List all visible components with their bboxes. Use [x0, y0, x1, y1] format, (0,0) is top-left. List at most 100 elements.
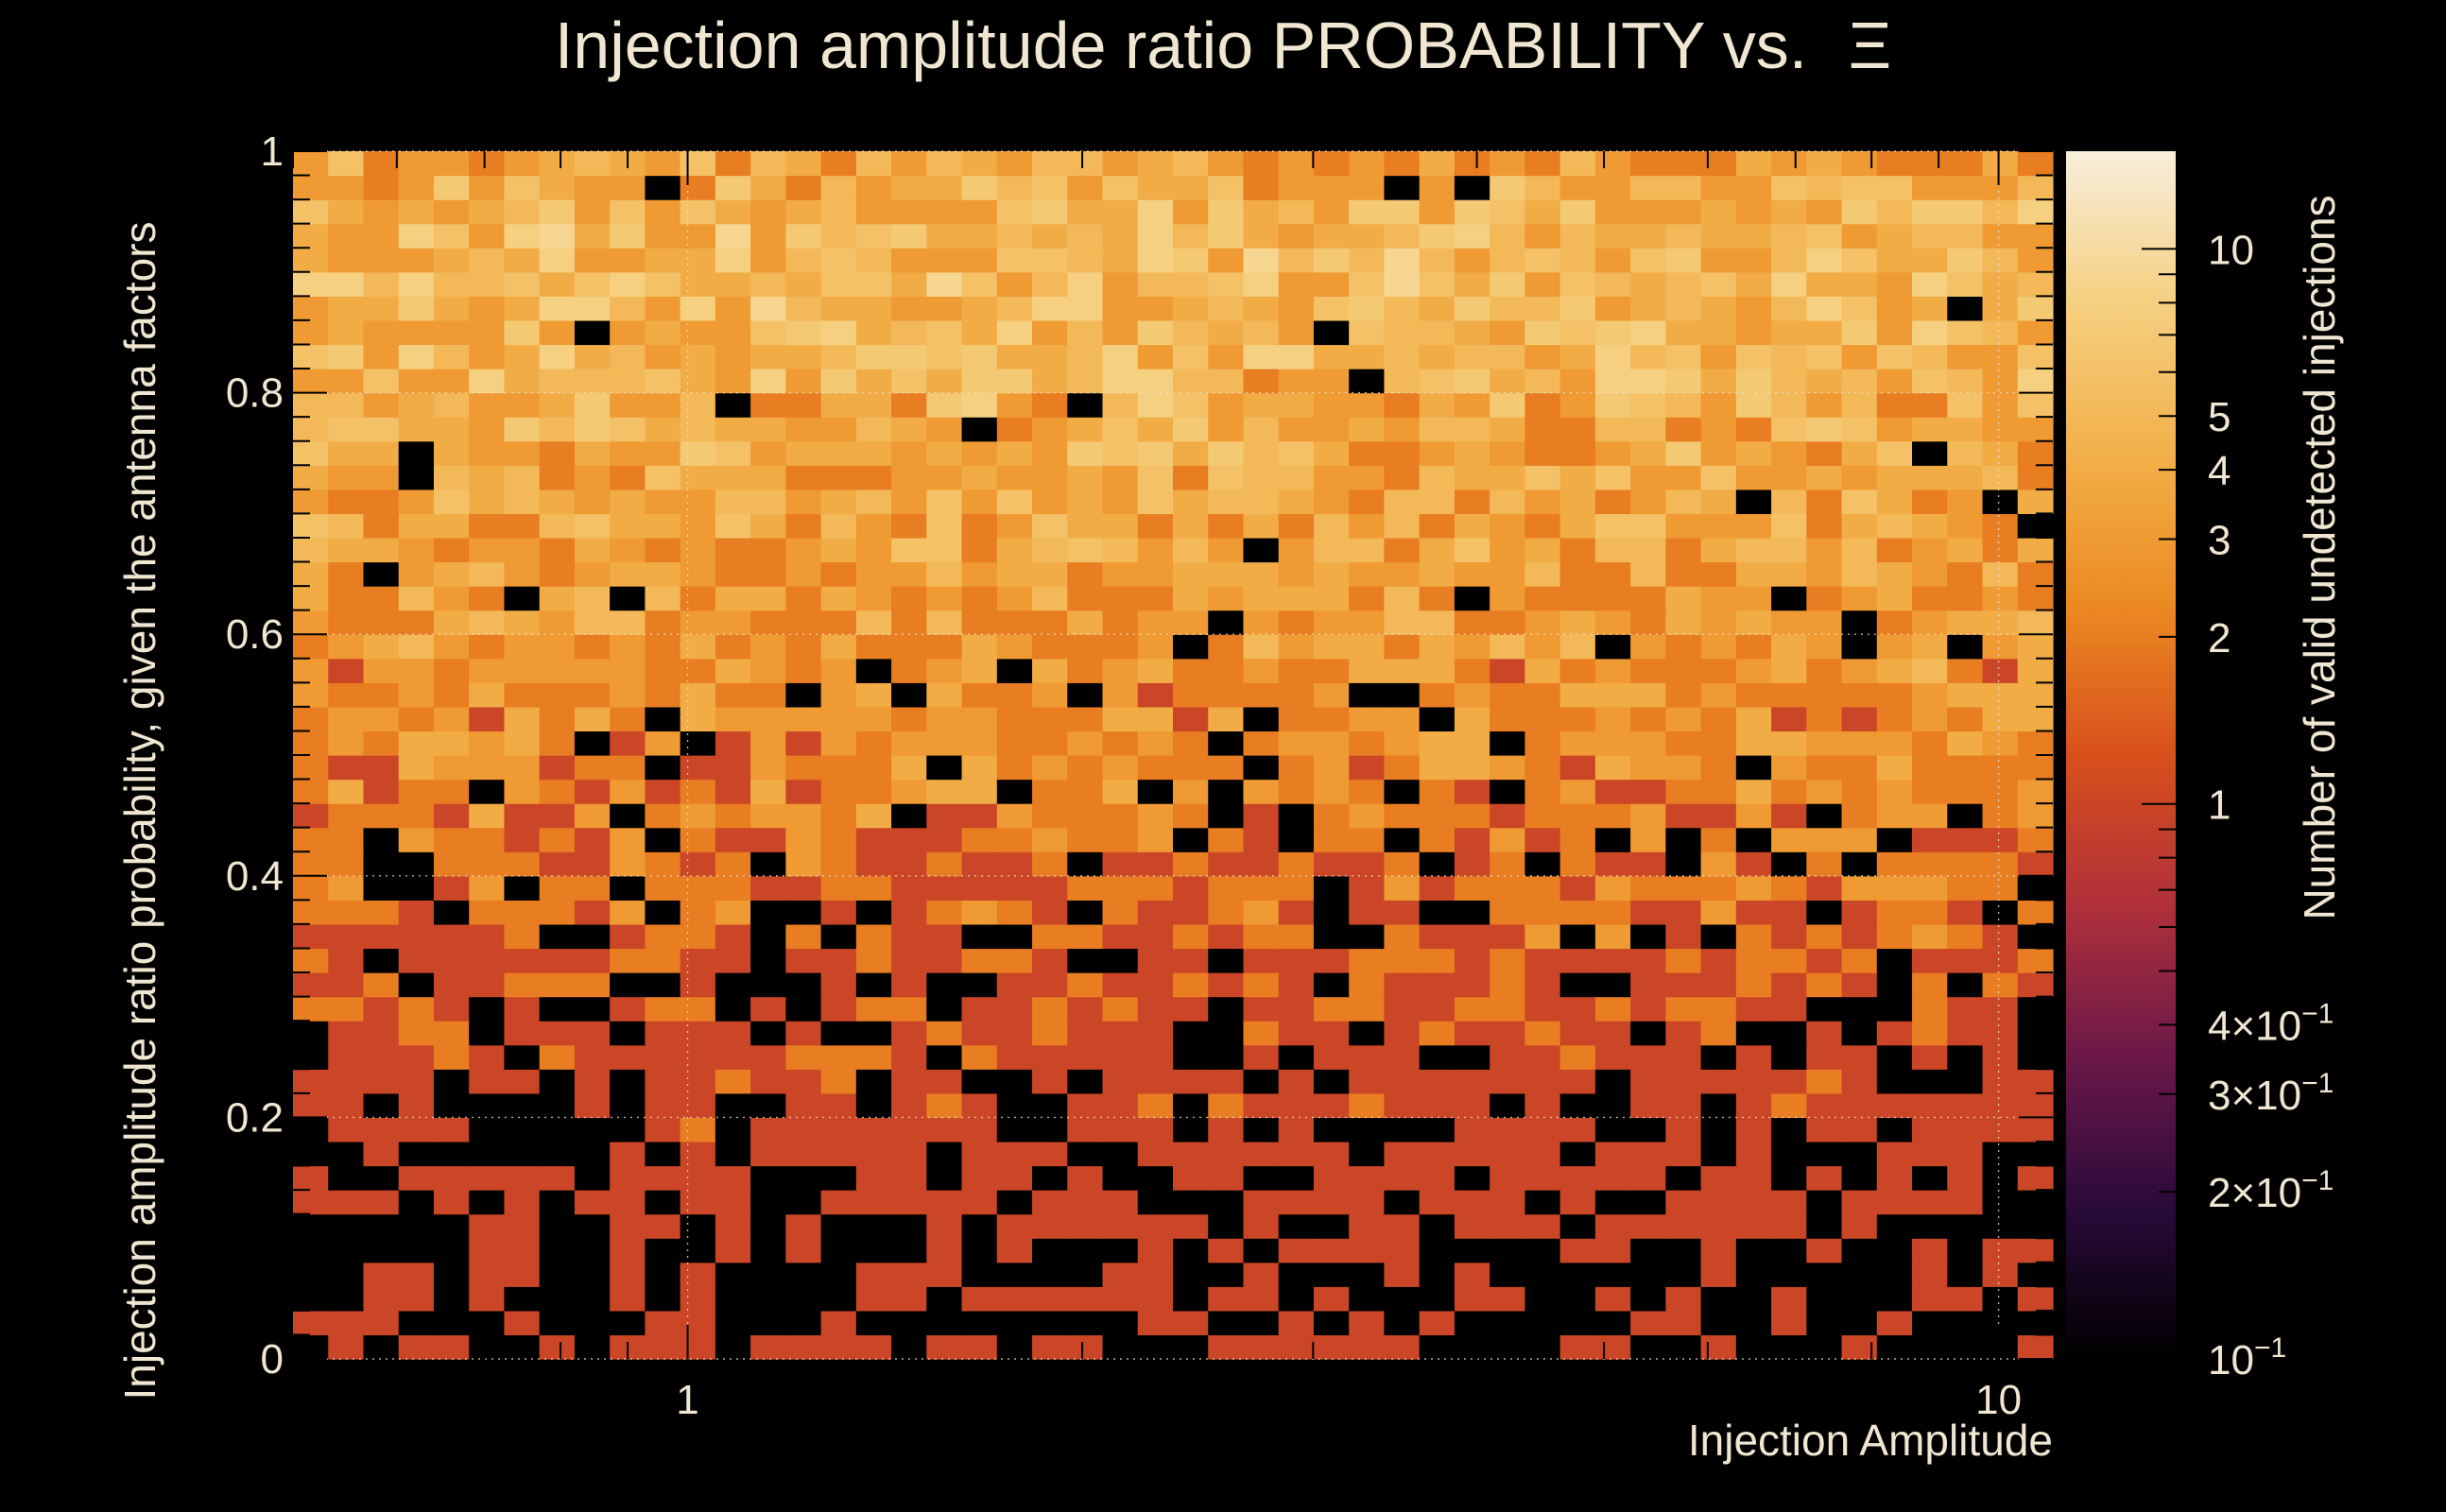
heatmap-cell	[1947, 706, 1984, 732]
heatmap-cell	[715, 948, 751, 973]
heatmap-cell	[680, 1092, 716, 1118]
heatmap-cell	[1067, 392, 1104, 418]
heatmap-cell	[1841, 706, 1878, 732]
heatmap-cell	[891, 248, 927, 273]
heatmap-cell	[363, 1117, 400, 1143]
heatmap-cell	[645, 779, 681, 804]
heatmap-cell	[574, 296, 611, 321]
heatmap-cell	[293, 1092, 329, 1118]
heatmap-cell	[1982, 319, 2019, 346]
heatmap-cell	[891, 1021, 927, 1046]
heatmap-cell	[961, 1310, 998, 1336]
heatmap-cell	[1806, 586, 1843, 611]
heatmap-cell	[1349, 875, 1386, 901]
heatmap-cell	[1771, 1092, 1807, 1118]
heatmap-cell	[610, 923, 646, 950]
heatmap-cell	[1208, 1238, 1245, 1263]
heatmap-cell	[398, 344, 435, 369]
heatmap-cell	[1173, 537, 1209, 563]
heatmap-cell	[504, 634, 541, 660]
heatmap-cell	[2017, 706, 2054, 732]
heatmap-cell	[1137, 851, 1174, 877]
heatmap-cell	[680, 319, 716, 346]
heatmap-cell	[1524, 875, 1561, 901]
heatmap-cell	[398, 248, 435, 273]
heatmap-cell	[715, 803, 751, 829]
heatmap-cell	[2017, 1044, 2054, 1070]
heatmap-cell	[469, 369, 506, 394]
heatmap-cell	[398, 610, 435, 635]
heatmap-cell	[891, 561, 927, 587]
heatmap-cell	[1208, 489, 1245, 514]
heatmap-cell	[433, 610, 470, 635]
heatmap-cell	[1278, 755, 1315, 781]
heatmap-cell	[1384, 658, 1421, 683]
heatmap-cell	[961, 996, 998, 1022]
heatmap-cell	[855, 1069, 892, 1094]
heatmap-cell	[785, 1334, 822, 1360]
heatmap-cell	[469, 1092, 506, 1118]
heatmap-cell	[1384, 1262, 1421, 1287]
heatmap-cell	[891, 1092, 927, 1118]
heatmap-cell	[645, 1286, 681, 1312]
heatmap-cell	[891, 706, 927, 732]
heatmap-cell	[1841, 223, 1878, 249]
heatmap-cell	[1559, 1021, 1596, 1046]
heatmap-cell	[1665, 996, 1702, 1022]
heatmap-cell	[1384, 440, 1421, 466]
heatmap-cell	[1349, 779, 1386, 804]
chart-title-text: Injection amplitude ratio PROBABILITY vs…	[555, 9, 1807, 82]
heatmap-cell	[469, 730, 506, 756]
heatmap-cell	[293, 319, 329, 346]
heatmap-cell	[1559, 827, 1596, 852]
heatmap-cell	[1243, 1238, 1280, 1263]
heatmap-cell	[1208, 923, 1245, 950]
heatmap-cell	[1208, 440, 1245, 466]
heatmap-cell	[785, 369, 822, 394]
heatmap-cell	[1524, 923, 1561, 950]
heatmap-cell	[1419, 755, 1456, 781]
heatmap-cell	[1665, 706, 1702, 732]
heatmap-cell	[1630, 1117, 1666, 1143]
heatmap-cell	[1594, 392, 1631, 418]
heatmap-cell	[750, 1021, 786, 1046]
heatmap-cell	[363, 900, 400, 925]
heatmap-cell	[433, 948, 470, 973]
heatmap-cell	[328, 1213, 365, 1239]
heatmap-cell	[1630, 1286, 1666, 1312]
heatmap-cell	[610, 465, 646, 490]
heatmap-cell	[1524, 900, 1561, 925]
heatmap-cell	[1067, 755, 1104, 781]
heatmap-cell	[1735, 827, 1772, 852]
heatmap-cell	[1912, 417, 1948, 442]
heatmap-cell	[1490, 1286, 1525, 1312]
heatmap-cell	[1806, 706, 1843, 732]
heatmap-cell	[1735, 1117, 1772, 1143]
heatmap-cell	[433, 779, 470, 804]
heatmap-cell	[398, 875, 435, 901]
heatmap-cell	[1243, 779, 1280, 804]
heatmap-cell	[680, 369, 716, 394]
heatmap-cell	[1419, 1044, 1456, 1070]
heatmap-cell	[1454, 875, 1490, 901]
heatmap-cell	[1735, 682, 1772, 708]
heatmap-cell	[610, 972, 646, 998]
heatmap-cell	[574, 586, 611, 611]
heatmap-cell	[1771, 1117, 1807, 1143]
heatmap-cell	[1876, 1069, 1913, 1094]
heatmap-cell	[1137, 513, 1174, 539]
heatmap-cell	[1876, 634, 1913, 660]
heatmap-cell	[1419, 706, 1456, 732]
heatmap-cell	[820, 634, 857, 660]
heatmap-cell	[1594, 1238, 1631, 1263]
heatmap-cell	[820, 199, 857, 225]
heatmap-cell	[1137, 296, 1174, 321]
heatmap-cell	[363, 223, 400, 249]
heatmap-cell	[1594, 223, 1631, 249]
heatmap-cell	[1032, 586, 1068, 611]
heatmap-cell	[504, 1213, 541, 1239]
heatmap-cell	[1665, 1334, 1702, 1360]
heatmap-cell	[1067, 1141, 1104, 1167]
heatmap-cell	[1278, 513, 1315, 539]
